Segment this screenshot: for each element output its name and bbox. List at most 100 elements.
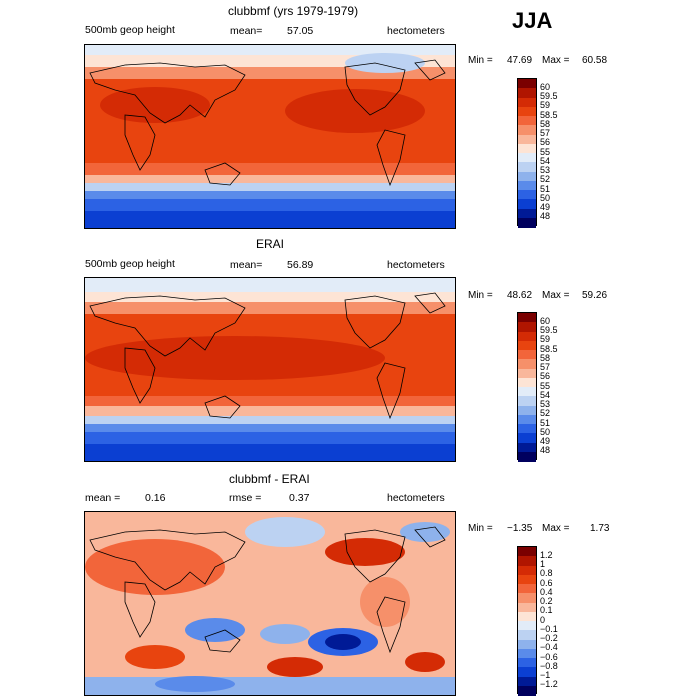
colorbar-tick-label: 48 — [540, 445, 551, 456]
colorbar-tick-label: 0.8 — [540, 568, 553, 579]
panel-2-title: ERAI — [256, 237, 285, 251]
colorbar-tick-label: 48 — [540, 211, 551, 222]
colorbar-swatch — [518, 565, 536, 576]
colorbar-tick-label: 1 — [540, 559, 546, 569]
colorbar-swatch — [518, 593, 536, 603]
colorbar-swatch — [518, 368, 536, 379]
colorbar-swatch — [518, 313, 536, 323]
panel-1-min-label: Min = — [468, 55, 493, 66]
colorbar-tick-label: 53 — [540, 399, 551, 409]
colorbar-swatch — [518, 134, 536, 145]
colorbar-tick-label: 55 — [540, 380, 551, 391]
colorbar-tick-label: 0.1 — [540, 605, 553, 616]
panel-1-title: clubbmf (yrs 1979-1979) — [228, 4, 359, 18]
colorbar-swatch — [518, 217, 536, 228]
colorbar-swatch — [518, 106, 536, 117]
panel-2-variable-label: 500mb geop height — [85, 258, 175, 270]
colorbar-tick-label: 59.5 — [540, 91, 558, 101]
colorbar-swatch — [518, 602, 536, 613]
colorbar-tick-label: 0.6 — [540, 577, 553, 588]
colorbar-swatch — [518, 97, 536, 108]
colorbar-swatch — [518, 125, 536, 135]
colorbar-swatch — [518, 396, 536, 406]
colorbar-swatch — [518, 350, 536, 360]
colorbar-swatch — [518, 584, 536, 594]
panel-3-units: hectometers — [387, 492, 445, 504]
panel-3-title: clubbmf - ERAI — [229, 472, 310, 486]
colorbar-tick-label: −0.6 — [540, 651, 558, 662]
colorbar-swatch — [518, 433, 536, 443]
colorbar-swatch — [518, 208, 536, 219]
colorbar-tick-label: −0.2 — [540, 633, 558, 643]
colorbar-swatch — [518, 153, 536, 163]
colorbar-tick-label: 57 — [540, 362, 551, 372]
colorbar-tick-label: 51 — [540, 417, 551, 428]
colorbar-tick-label: −1 — [540, 670, 551, 680]
colorbar-tick-label: 60 — [540, 81, 551, 92]
colorbar-swatch — [518, 611, 536, 622]
colorbar-tick-label: 54 — [540, 389, 551, 400]
panel-3-max-label: Max = — [542, 523, 570, 534]
panel-2-min-label: Min = — [468, 290, 493, 301]
colorbar-swatch — [518, 116, 536, 126]
colorbar-swatch — [518, 556, 536, 566]
panel-3-min-value: −1.35 — [507, 523, 533, 534]
colorbar-swatch — [518, 424, 536, 434]
panel-1-map — [84, 44, 456, 229]
colorbar-tick-label: 56 — [540, 137, 551, 148]
panel-3-map — [84, 511, 456, 696]
colorbar-tick-label: 0.2 — [540, 596, 553, 606]
colorbar-swatch — [518, 359, 536, 369]
panel-2-mean-value: 56.89 — [287, 259, 314, 271]
panel-1-colorbar — [517, 78, 537, 228]
colorbar-tick-label: 59.5 — [540, 325, 558, 335]
panel-3-min-label: Min = — [468, 523, 493, 534]
colorbar-swatch — [518, 451, 536, 462]
colorbar-swatch — [518, 442, 536, 453]
panel-1-coastlines — [89, 59, 446, 187]
colorbar-swatch — [518, 331, 536, 342]
colorbar-swatch — [518, 639, 536, 650]
colorbar-tick-label: 58.5 — [540, 343, 558, 354]
colorbar-tick-label: −1.2 — [540, 679, 558, 690]
colorbar-swatch — [518, 387, 536, 397]
panel-3-max-value: 1.73 — [590, 523, 610, 534]
panel-3-contour-field — [85, 512, 455, 695]
colorbar-swatch — [518, 574, 536, 585]
colorbar-tick-label: 58 — [540, 352, 551, 363]
colorbar-tick-label: 49 — [540, 436, 551, 446]
colorbar-swatch — [518, 190, 536, 200]
colorbar-tick-label: 60 — [540, 315, 551, 326]
panel-2-max-value: 59.26 — [582, 290, 608, 301]
colorbar-tick-label: 54 — [540, 155, 551, 166]
colorbar-tick-label: 50 — [540, 192, 551, 203]
colorbar-tick-label: 49 — [540, 202, 551, 212]
panel-1-max-label: Max = — [542, 55, 570, 66]
colorbar-swatch — [518, 322, 536, 332]
colorbar-swatch — [518, 414, 536, 425]
panel-2-colorbar — [517, 312, 537, 462]
colorbar-tick-label: 0.4 — [540, 586, 553, 597]
colorbar-tick-label: 57 — [540, 128, 551, 138]
colorbar-tick-label: −0.1 — [540, 623, 558, 634]
colorbar-tick-label: 51 — [540, 183, 551, 194]
panel-3-coastlines — [89, 526, 446, 654]
colorbar-tick-label: −0.8 — [540, 660, 558, 671]
colorbar-swatch — [518, 658, 536, 668]
colorbar-swatch — [518, 405, 536, 416]
panel-1-max-value: 60.58 — [582, 55, 608, 66]
colorbar-swatch — [518, 79, 536, 89]
colorbar-swatch — [518, 180, 536, 191]
panel-1-mean-value: 57.05 — [287, 25, 314, 37]
colorbar-swatch — [518, 685, 536, 696]
colorbar-tick-label: 58.5 — [540, 109, 558, 120]
panel-3-colorbar — [517, 546, 537, 696]
colorbar-swatch — [518, 648, 536, 659]
season-label: JJA — [512, 8, 553, 33]
panel-2-min-value: 48.62 — [507, 290, 533, 301]
colorbar-swatch — [518, 340, 536, 351]
colorbar-swatch — [518, 143, 536, 154]
panel-3-rmse-value: 0.37 — [289, 492, 310, 504]
panel-2-units: hectometers — [387, 259, 445, 271]
colorbar-swatch — [518, 547, 536, 557]
